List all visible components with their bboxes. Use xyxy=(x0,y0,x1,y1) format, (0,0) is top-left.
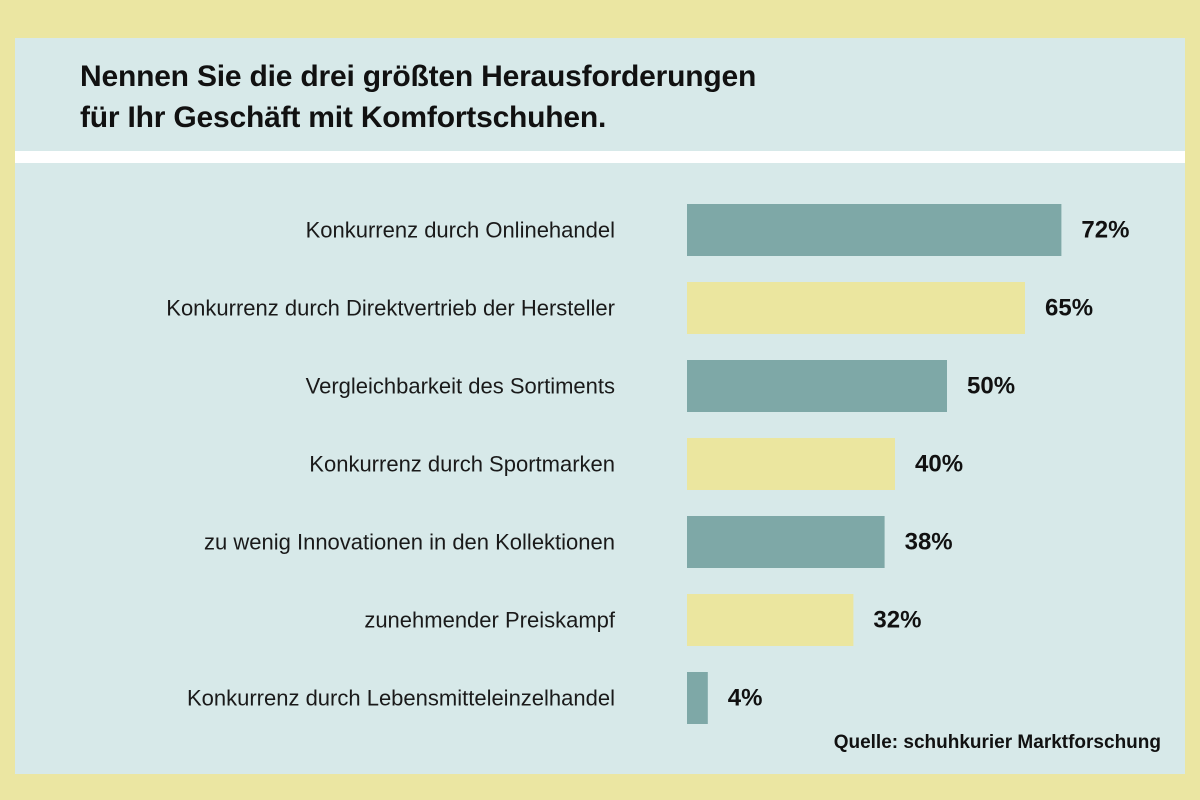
bar xyxy=(687,282,1025,334)
bar xyxy=(687,360,947,412)
bar xyxy=(687,594,854,646)
chart-title-line-1: Nennen Sie die drei größten Herausforder… xyxy=(80,60,757,93)
bar-chart: Konkurrenz durch Onlinehandel 72% Konkurre… xyxy=(166,204,1129,724)
chart-title-line-2: für Ihr Geschäft mit Komfortschuhen. xyxy=(80,101,607,134)
source-note: Quelle: schuhkurier Marktforschung xyxy=(833,732,1161,753)
title-divider xyxy=(15,151,1185,163)
category-label: zunehmender Preiskampf xyxy=(364,608,616,633)
value-label: 32% xyxy=(873,607,921,634)
value-label: 72% xyxy=(1081,217,1129,244)
bar xyxy=(687,672,708,724)
chart-panel: Nennen Sie die drei größten Herausforder… xyxy=(15,38,1185,774)
value-label: 65% xyxy=(1045,295,1093,322)
value-label: 4% xyxy=(728,685,763,712)
value-label: 40% xyxy=(915,451,963,478)
bar xyxy=(687,438,895,490)
bar xyxy=(687,516,885,568)
value-label: 50% xyxy=(967,373,1015,400)
category-label: Konkurrenz durch Lebensmitteleinzelhande… xyxy=(187,686,615,711)
category-label: Konkurrenz durch Onlinehandel xyxy=(306,218,615,243)
chart-title: Nennen Sie die drei größten Herausforder… xyxy=(15,38,1185,151)
bar xyxy=(687,204,1062,256)
category-label: zu wenig Innovationen in den Kollektione… xyxy=(204,530,615,555)
category-label: Konkurrenz durch Direktvertrieb der Hers… xyxy=(166,296,615,321)
category-label: Vergleichbarkeit des Sortiments xyxy=(306,374,615,399)
category-label: Konkurrenz durch Sportmarken xyxy=(309,452,615,477)
value-label: 38% xyxy=(905,529,953,556)
